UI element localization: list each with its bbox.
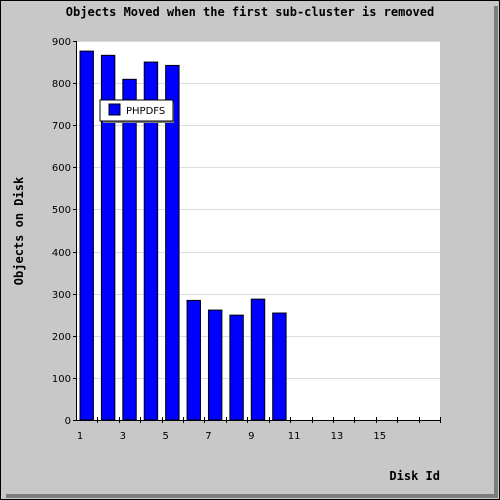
frame-shadow-bottom bbox=[6, 494, 498, 498]
x-tick-label: 3 bbox=[120, 431, 126, 442]
x-tick-label: 5 bbox=[162, 431, 168, 442]
y-tick-label: 600 bbox=[52, 163, 71, 174]
legend-label: PHPDFS bbox=[126, 106, 165, 117]
bar bbox=[272, 312, 287, 421]
y-tick-label: 200 bbox=[52, 332, 71, 343]
bar bbox=[79, 50, 94, 421]
y-tick-label: 300 bbox=[52, 290, 71, 301]
y-tick-label: 900 bbox=[52, 37, 71, 48]
x-tick-label: 13 bbox=[331, 431, 344, 442]
x-tick-label: 15 bbox=[373, 431, 386, 442]
y-axis-ticks: 0 100 200 300 400 500 600 700 800 900 bbox=[52, 37, 76, 427]
bar bbox=[122, 78, 137, 421]
y-tick-label: 500 bbox=[52, 205, 71, 216]
y-tick-label: 700 bbox=[52, 121, 71, 132]
chart-title: Objects Moved when the first sub-cluster… bbox=[66, 5, 434, 19]
x-tick-label: 9 bbox=[248, 431, 254, 442]
y-tick-label: 800 bbox=[52, 79, 71, 90]
x-tick-label: 7 bbox=[205, 431, 211, 442]
y-axis-label: Objects on Disk bbox=[12, 176, 26, 285]
bar bbox=[229, 314, 244, 421]
bar bbox=[207, 309, 223, 421]
legend: PHPDFS bbox=[99, 99, 174, 123]
y-tick-label: 100 bbox=[52, 374, 71, 385]
y-tick-label: 400 bbox=[52, 248, 71, 259]
legend-swatch bbox=[108, 103, 121, 116]
frame-shadow-right bbox=[494, 6, 498, 498]
x-axis-ticks: 1 3 5 7 9 11 13 15 bbox=[77, 417, 441, 442]
x-tick-label: 1 bbox=[77, 431, 83, 442]
y-tick-label: 0 bbox=[65, 416, 71, 427]
bar bbox=[186, 299, 201, 421]
axes bbox=[76, 41, 440, 421]
bar bbox=[250, 298, 266, 421]
x-axis-label: Disk Id bbox=[389, 469, 440, 483]
x-tick-label: 11 bbox=[288, 431, 301, 442]
